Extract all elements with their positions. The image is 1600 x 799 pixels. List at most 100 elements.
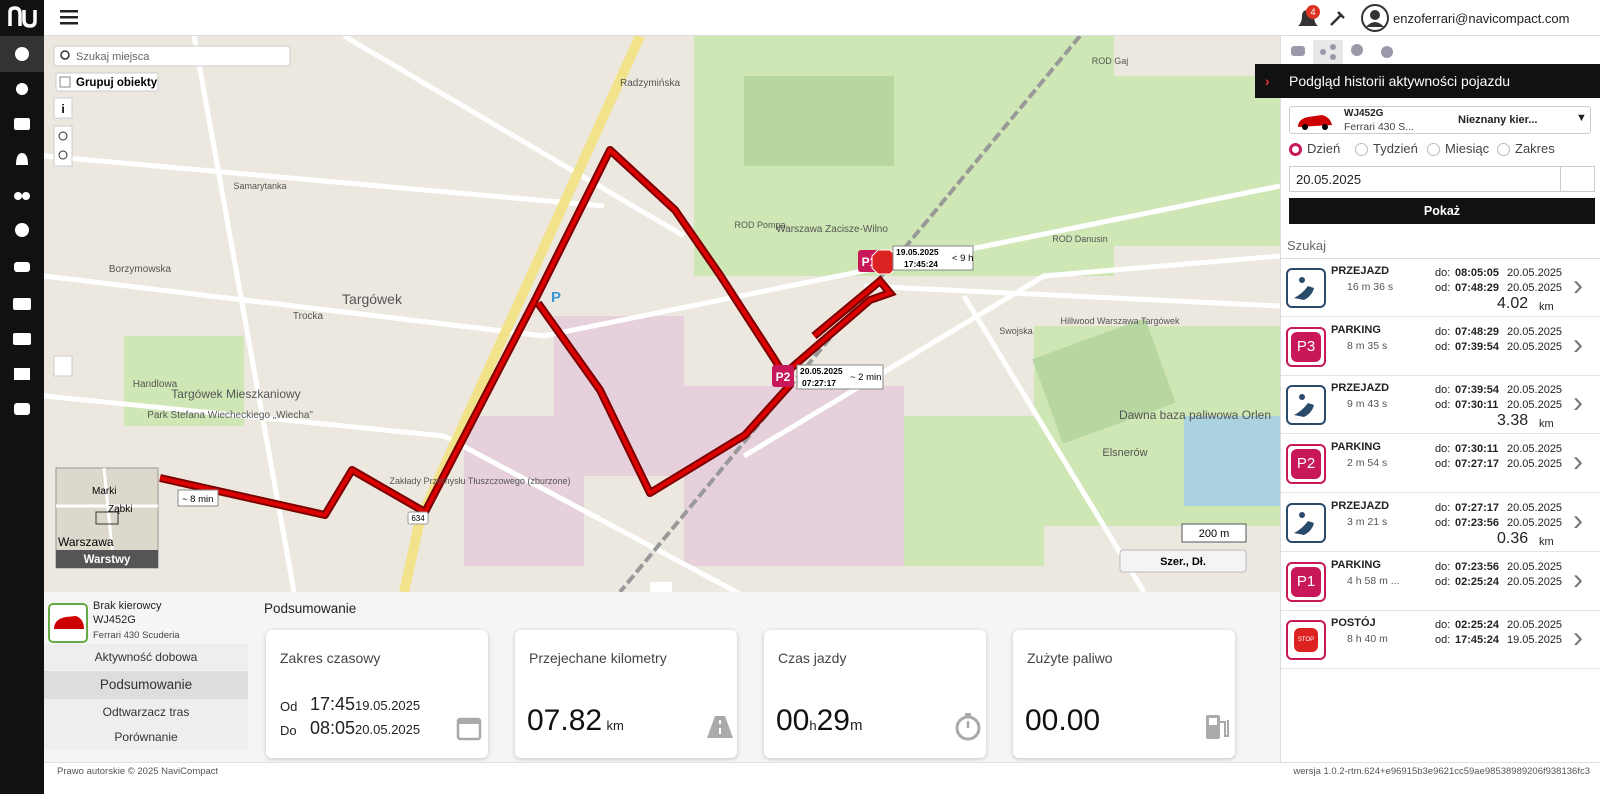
range-label[interactable]: Zakres	[1515, 141, 1555, 156]
entry-icon: P3	[1286, 326, 1326, 367]
marker-date: 19.05.2025	[896, 247, 939, 257]
range-label[interactable]: Dzień	[1307, 141, 1341, 156]
map-label: Warszawa Zacisze-Wilno	[776, 224, 888, 235]
menu-item[interactable]: Podsumowanie	[44, 671, 248, 699]
map-label: Trocka	[293, 311, 324, 322]
minimap-label: Ząbki	[108, 504, 132, 515]
to-date: 20.05.2025	[1507, 619, 1563, 632]
entry-type: PARKING	[1331, 441, 1381, 454]
menu-item[interactable]: Odtwarzacz tras	[44, 699, 248, 725]
marker-duration: ~ 2 min	[850, 372, 881, 383]
fuel-value: 00.00	[1025, 704, 1101, 737]
entry-type: PRZEJAZD	[1331, 265, 1390, 277]
chevron[interactable]: ›	[1573, 386, 1583, 420]
stop-icon: STOP	[1294, 628, 1318, 653]
vehicle-plate: WJ452G	[1344, 108, 1384, 119]
map-label: Handlowa	[133, 379, 178, 390]
from-time: 17:45	[310, 694, 356, 714]
map-label: Targówek	[342, 291, 403, 307]
map-label: Zakłady Przemysłu Tłuszczowego (zburzone…	[390, 476, 571, 486]
date-value: 20.05.2025	[1296, 172, 1362, 187]
entry-duration: 4 h 58 m ...	[1347, 574, 1400, 587]
user-email[interactable]: enzoferrari@navicompact.com	[1393, 11, 1570, 26]
entry-icon: STOP	[1286, 620, 1326, 661]
entry[interactable]: P3 PARKING 8 m 35 s do: 07:48:29 20.05.2025 od…	[1281, 318, 1600, 376]
entry-type: PARKING	[1331, 323, 1381, 336]
vehicle-model: Ferrari 430 S...	[1344, 121, 1415, 133]
entry[interactable]: P2 PARKING 2 m 54 s do: 07:30:11 20.05.2025 od…	[1281, 435, 1600, 494]
range-label[interactable]: Tydzień	[1373, 141, 1418, 156]
map[interactable]: P Targówek Targówek Mieszkaniowy Park Stef…	[44, 36, 1280, 592]
from-label: od:	[1435, 340, 1451, 353]
parking-icon: P3	[1291, 331, 1321, 362]
parking-icon: P2	[1291, 449, 1321, 480]
vehicle-select[interactable]: WJ452G Ferrari 430 S... Nieznany kier...…	[1289, 106, 1591, 134]
menu-item[interactable]: Aktywność dobowa	[44, 644, 248, 670]
entry[interactable]: PRZEJAZD 9 m 43 s do: 07:39:54 20.05.2025 od:…	[1281, 376, 1600, 435]
chevron[interactable]: ›	[1573, 562, 1583, 596]
to-time: 07:48:29	[1455, 325, 1500, 338]
from-label: Od	[280, 699, 298, 714]
from-time: 07:39:54	[1455, 340, 1500, 353]
range-label[interactable]: Miesiąc	[1445, 141, 1490, 156]
to-date: 20.05.2025	[1507, 560, 1563, 573]
entry-type: PRZEJAZD	[1331, 382, 1390, 395]
from-date: 19.05.2025	[355, 698, 421, 713]
search-box[interactable]	[53, 45, 291, 67]
radio[interactable]	[1355, 143, 1368, 156]
radio[interactable]	[1289, 143, 1302, 156]
card-drive-time: Czas jazdy 00h29m	[764, 630, 986, 758]
map-label: Radzymińska	[620, 78, 680, 89]
to-label: do:	[1435, 267, 1451, 279]
entry-duration: 2 m 54 s	[1347, 457, 1388, 470]
to-time: 02:25:24	[1455, 619, 1500, 632]
entry[interactable]: PRZEJAZD 16 m 36 s do: 08:05:05 20.05.2025 od…	[1281, 259, 1600, 317]
group-objects[interactable]: Grupuj obiekty	[76, 77, 158, 89]
date-input[interactable]: 20.05.2025	[1289, 166, 1595, 192]
chevron[interactable]: ›	[1573, 621, 1583, 655]
footer: Prawo autorskie © 2025 NaviCompact wersj…	[44, 762, 1600, 794]
hours: 00	[776, 704, 810, 737]
menu-button[interactable]	[60, 8, 80, 28]
from-label: od:	[1435, 282, 1451, 294]
entry[interactable]: STOP POSTÓJ 8 h 40 m do: 02:25:24 20.05.2025 o…	[1281, 611, 1600, 670]
marker-duration: < 9 h	[952, 253, 973, 264]
from-date: 20.05.2025	[1507, 340, 1563, 353]
tools[interactable]	[1328, 8, 1348, 28]
from-label: od:	[1435, 575, 1451, 588]
entry[interactable]: PRZEJAZD 3 m 21 s do: 07:27:17 20.05.2025 od:…	[1281, 494, 1600, 552]
menu-item[interactable]: Porównanie	[44, 724, 248, 750]
svg-text:i: i	[61, 102, 64, 116]
search-placeholder[interactable]: Szukaj miejsca	[76, 51, 150, 63]
show-button[interactable]: Pokaż	[1289, 198, 1595, 224]
distance-value: 07.82	[527, 704, 603, 737]
entry-icon: P2	[1286, 444, 1326, 485]
chevron[interactable]: ›	[1573, 445, 1583, 479]
to-time: 07:27:17	[1455, 501, 1500, 514]
entry-duration: 8 h 40 m	[1347, 633, 1388, 646]
minimap-label: Warszawa	[58, 535, 114, 549]
from-label: od:	[1435, 634, 1451, 647]
distance-unit: km	[606, 718, 624, 733]
entry-duration: 9 m 43 s	[1347, 398, 1388, 411]
to-time: 08:05:05	[1455, 267, 1500, 279]
entry[interactable]: P1 PARKING 4 h 58 m ... do: 07:23:56 20.05.20…	[1281, 553, 1600, 611]
layers-button[interactable]: Warstwy	[84, 554, 131, 566]
radio[interactable]	[1427, 143, 1440, 156]
chevron[interactable]: ›	[1573, 269, 1583, 302]
chevron[interactable]: ›	[1573, 327, 1583, 361]
entry-type: POSTÓJ	[1331, 617, 1376, 630]
to-label: do:	[1435, 443, 1451, 456]
search-label[interactable]: Szukaj	[1287, 238, 1327, 253]
marker-label[interactable]: P2	[776, 370, 791, 384]
panel-tabs[interactable]	[1287, 40, 1407, 64]
minutes: 29	[816, 704, 850, 737]
avatar[interactable]	[1360, 3, 1390, 33]
entry-unit: km	[1539, 535, 1554, 548]
radio[interactable]	[1497, 143, 1510, 156]
chevron[interactable]: ›	[1573, 503, 1583, 537]
top-bar: 4 enzoferrari@navicompact.com	[44, 0, 1600, 36]
to-label: do:	[1435, 501, 1451, 514]
marker-time: 17:45:24	[904, 259, 938, 269]
